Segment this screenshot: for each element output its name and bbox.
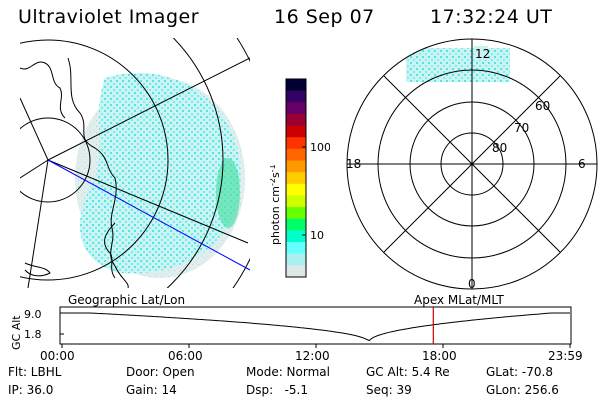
colorbar-stripe <box>286 160 306 173</box>
lat-circle-1 <box>20 117 91 203</box>
lat-circle-3 <box>166 38 224 288</box>
status-gain: Gain: 14 <box>126 383 177 397</box>
colorbar-stripe <box>286 125 306 138</box>
timeline-right-title: Apex MLat/MLT <box>414 293 504 307</box>
x-tick-label-4: 23:59 <box>548 349 583 363</box>
island <box>24 262 51 277</box>
x-tick-label-2: 12:00 <box>295 349 330 363</box>
status-door: Door: Open <box>126 365 195 379</box>
timeline-y-tick-min: 1.8 <box>24 328 42 341</box>
colorbar-stripe <box>286 242 306 255</box>
meridian-2 <box>47 159 249 244</box>
x-tick-label-0: 00:00 <box>40 349 75 363</box>
colorbar-stripe <box>286 218 306 231</box>
polar-emission-region <box>406 48 510 82</box>
status-seq: Seq: 39 <box>366 383 412 397</box>
coastline <box>67 57 129 288</box>
colorbar-stripe <box>286 253 306 266</box>
mlt-label-18: 18 <box>346 157 361 171</box>
geographic-projection <box>20 38 250 288</box>
timeline-y-tick-max: 9.0 <box>24 308 42 321</box>
colorbar: 100 10 photon cm-2s-1 <box>270 78 330 278</box>
lat-circle-2 <box>20 39 169 281</box>
x-tick-label-3: 18:00 <box>422 349 457 363</box>
lat-label-80: 80 <box>492 141 507 155</box>
timeline-frame <box>59 306 572 345</box>
colorbar-stripe <box>286 102 306 115</box>
meridian-5 <box>20 159 49 179</box>
instrument-title: Ultraviolet Imager <box>18 6 200 28</box>
status-glon: GLon: 256.6 <box>486 383 559 397</box>
meridian-4 <box>27 159 49 288</box>
colorbar-stripe <box>286 79 306 92</box>
mlt-label-0: 0 <box>468 277 476 291</box>
colorbar-stripe <box>286 265 306 278</box>
altitude-curve <box>62 312 570 342</box>
time-label: 17:32:24 UT <box>430 6 553 28</box>
lat-label-60: 60 <box>535 99 550 113</box>
colorbar-label-100: 100 <box>310 141 330 154</box>
coastline-south <box>104 222 116 279</box>
coastline-north <box>20 61 66 119</box>
date-label: 16 Sep 07 <box>274 6 375 28</box>
colorbar-stripe <box>286 230 306 243</box>
colorbar-stripe <box>286 137 306 150</box>
colorbar-stripe <box>286 195 306 208</box>
colorbar-stripe <box>286 113 306 127</box>
status-ip: IP: 36.0 <box>8 383 54 397</box>
timeline-y-label: GC Alt <box>10 315 23 350</box>
meridian-3 <box>20 97 49 161</box>
mlt-label-6: 6 <box>578 157 586 171</box>
polar-diagonal-2 <box>383 75 561 253</box>
status-dsp: Dsp: -5.1 <box>246 383 309 397</box>
meridian-1 <box>47 57 250 161</box>
status-mode: Mode: Normal <box>246 365 330 379</box>
lat-label-70: 70 <box>514 121 529 135</box>
polar-plot: 12 18 6 0 60 70 80 <box>346 38 598 291</box>
orbit-timeline: GC Alt 9.0 1.8 00:00 06:00 12:00 18:00 2… <box>10 306 583 363</box>
status-gc-alt: GC Alt: 5.4 Re <box>366 365 450 379</box>
mlt-label-12: 12 <box>475 47 490 61</box>
colorbar-stripe <box>286 207 306 220</box>
x-tick-label-1: 06:00 <box>168 349 203 363</box>
status-glat: GLat: -70.8 <box>486 365 553 379</box>
colorbar-stripe <box>286 172 306 185</box>
colorbar-stripe <box>286 183 306 196</box>
colorbar-unit-label: photon cm-2s-1 <box>270 164 282 245</box>
colorbar-label-10: 10 <box>310 229 324 242</box>
colorbar-stripe <box>286 148 306 162</box>
timeline-left-title: Geographic Lat/Lon <box>68 293 186 307</box>
terminator-line <box>47 159 250 271</box>
status-flt: Flt: LBHL <box>8 365 62 379</box>
colorbar-stripe <box>286 90 306 103</box>
